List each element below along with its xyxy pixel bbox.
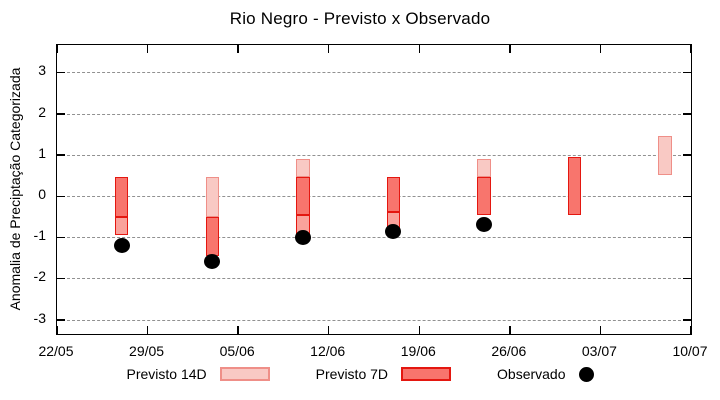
x-tick-label: 22/05	[38, 343, 74, 359]
segment-previsto-7d	[296, 177, 310, 215]
x-tick-label: 29/05	[129, 343, 165, 359]
legend-label-previsto-7d: Previsto 7D	[315, 366, 389, 382]
segment-previsto-7d	[567, 156, 582, 215]
observed-dot	[475, 217, 492, 233]
legend: Previsto 14D Previsto 7D Observado	[0, 366, 720, 382]
legend-item-previsto-7d: Previsto 7D	[315, 366, 452, 382]
y-tick-label: 0	[38, 186, 46, 202]
x-axis-tick	[327, 326, 330, 334]
gridline	[57, 154, 691, 156]
segment-previsto-14d	[658, 136, 672, 176]
legend-swatch-previsto-7d	[401, 367, 452, 381]
segment-previsto-7d	[205, 216, 220, 256]
y-axis-tick	[683, 154, 691, 156]
y-axis-tick	[57, 236, 65, 239]
x-axis-tick	[599, 326, 602, 334]
x-axis-tick	[327, 45, 330, 53]
x-tick-label: 10/07	[672, 343, 708, 359]
segment-overlap-7d-14d	[114, 216, 129, 236]
legend-label-observado: Observado	[497, 366, 566, 382]
y-axis-tick	[683, 113, 691, 115]
x-axis-tick	[237, 45, 239, 53]
observed-dot	[294, 229, 311, 245]
y-axis-tick	[57, 319, 65, 321]
legend-item-observado: Observado	[497, 366, 594, 382]
y-axis-tick	[683, 195, 691, 197]
x-tick-label: 03/07	[581, 343, 617, 359]
y-tick-label: -3	[33, 309, 46, 326]
x-axis-tick	[56, 326, 58, 334]
y-axis-tick	[57, 195, 65, 197]
x-tick-label: 12/06	[310, 343, 346, 359]
x-tick-label: 05/06	[219, 343, 255, 359]
y-tick-label: -2	[33, 268, 46, 285]
y-axis-tick	[57, 71, 65, 74]
plot-area	[56, 44, 692, 335]
y-axis-tick	[57, 277, 65, 280]
x-axis-tick	[690, 326, 692, 334]
x-axis-tick	[690, 45, 692, 53]
gridline	[57, 72, 691, 74]
y-tick-label: 3	[38, 62, 46, 79]
x-axis-tick	[237, 326, 239, 334]
gridline	[57, 237, 691, 239]
gridline	[57, 113, 691, 115]
x-axis-tick	[418, 326, 421, 334]
legend-label-previsto-14d: Previsto 14D	[126, 366, 207, 382]
y-tick-label: -1	[33, 227, 46, 244]
segment-previsto-7d	[114, 177, 129, 217]
observed-dot	[385, 223, 402, 239]
gridline	[57, 278, 691, 280]
y-axis-tick	[57, 113, 65, 115]
y-axis-tick	[57, 154, 65, 156]
legend-swatch-previsto-14d	[219, 367, 270, 381]
gridline	[57, 319, 691, 321]
x-axis-tick	[146, 45, 149, 53]
y-axis-tick	[683, 319, 691, 321]
segment-previsto-14d	[296, 158, 310, 178]
legend-marker-observado-icon	[578, 366, 594, 382]
x-axis-tick	[509, 326, 511, 334]
x-axis-tick	[599, 45, 602, 53]
segment-previsto-7d	[477, 177, 491, 215]
x-axis-tick	[146, 326, 149, 334]
y-tick-label: 2	[38, 103, 46, 120]
x-tick-label: 19/06	[400, 343, 436, 359]
y-tick-label: 1	[38, 144, 46, 161]
y-axis-tick	[683, 71, 691, 74]
segment-previsto-14d	[477, 158, 491, 178]
y-axis-tick	[683, 277, 691, 280]
observed-dot	[113, 237, 130, 253]
segment-previsto-7d	[386, 177, 401, 213]
gridline	[57, 196, 691, 197]
chart-title: Rio Negro - Previsto x Observado	[229, 9, 491, 28]
x-axis-tick	[418, 45, 421, 53]
x-tick-label: 26/06	[491, 343, 527, 359]
observed-dot	[204, 254, 221, 270]
legend-item-previsto-14d: Previsto 14D	[127, 366, 270, 382]
y-axis-tick	[683, 236, 691, 239]
segment-previsto-14d	[205, 177, 220, 217]
x-axis-tick	[56, 45, 58, 53]
x-axis-tick	[509, 45, 511, 53]
